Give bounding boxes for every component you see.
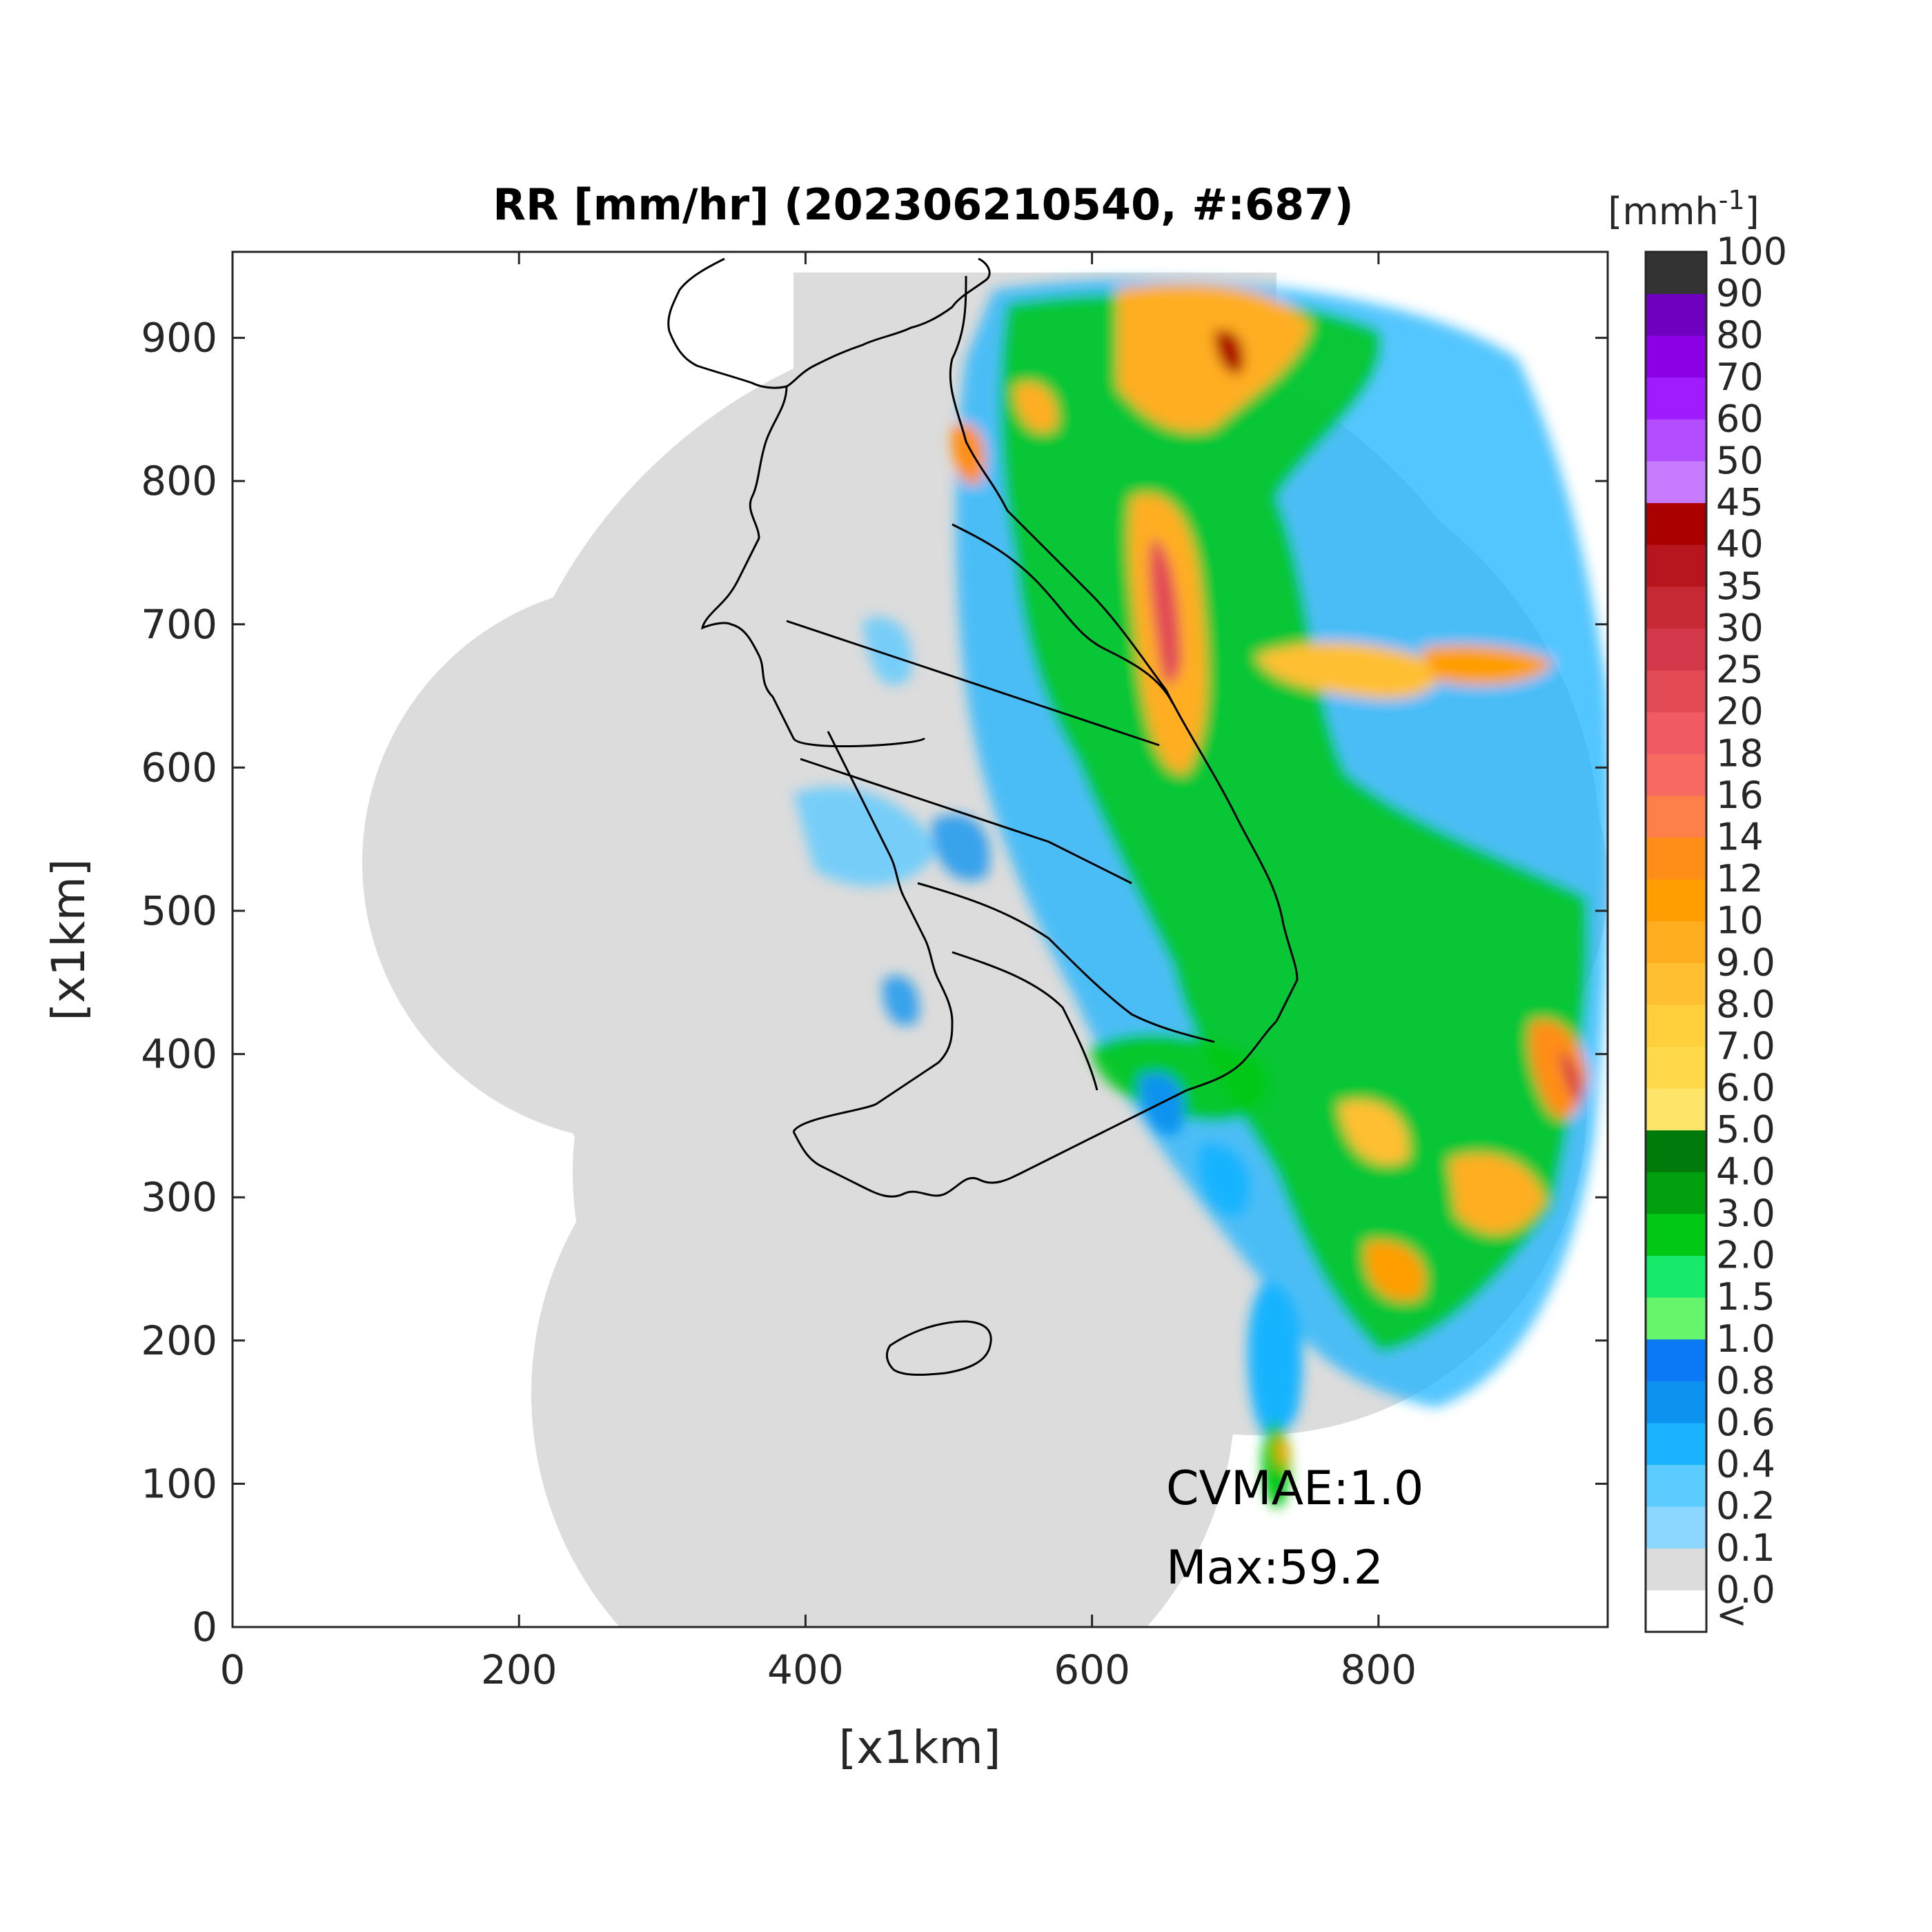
colorbar-label: 6.0 [1716, 1066, 1775, 1110]
colorbar-swatch [1646, 1464, 1706, 1507]
colorbar-label: 80 [1716, 313, 1764, 357]
colorbar-label: 45 [1716, 481, 1764, 524]
colorbar-label: 0.2 [1716, 1484, 1775, 1528]
colorbar-label: 10 [1716, 899, 1764, 943]
colorbar-label: 0.6 [1716, 1401, 1775, 1444]
colorbar-label: 0.8 [1716, 1359, 1775, 1402]
x-tick-label: 800 [1340, 1646, 1417, 1693]
colorbar-label: 12 [1716, 857, 1764, 900]
precip-echoes [793, 279, 1608, 1508]
colorbar-label: 0.0 [1716, 1568, 1775, 1611]
colorbar-swatch [1646, 1297, 1706, 1340]
colorbar-label: 7.0 [1716, 1025, 1775, 1068]
colorbar-label: < [1716, 1593, 1747, 1637]
colorbar-swatch [1646, 1381, 1706, 1423]
colorbar-swatch [1646, 544, 1706, 587]
y-tick-label: 300 [141, 1174, 217, 1221]
x-tick-label: 0 [220, 1646, 246, 1693]
y-tick-label: 600 [141, 744, 217, 791]
colorbar-label: 60 [1716, 397, 1764, 440]
plot-area [233, 252, 1608, 1627]
x-tick-label: 200 [481, 1646, 558, 1693]
colorbar-swatch [1646, 1004, 1706, 1047]
colorbar-swatch [1646, 293, 1706, 336]
y-axis-label: [x1km] [42, 858, 95, 1021]
colorbar-swatch [1646, 753, 1706, 796]
colorbar-label: 2.0 [1716, 1234, 1775, 1277]
colorbar-label: 35 [1716, 564, 1764, 608]
colorbar-swatch [1646, 1213, 1706, 1256]
colorbar-unit: [mmh-1] [1608, 185, 1759, 233]
x-axis-ticks: 0 200 400 600 800 [220, 252, 1417, 1693]
colorbar-swatch [1646, 1506, 1706, 1549]
colorbar-label: 16 [1716, 773, 1764, 817]
colorbar-swatch [1646, 377, 1706, 420]
colorbar-swatch [1646, 628, 1706, 671]
x-tick-label: 600 [1054, 1646, 1130, 1693]
colorbar-label: 40 [1716, 522, 1764, 566]
colorbar-swatch [1646, 1130, 1706, 1172]
colorbar-swatch [1646, 419, 1706, 462]
colorbar-label: 3.0 [1716, 1192, 1775, 1235]
y-tick-label: 800 [141, 457, 217, 504]
y-tick-label: 0 [192, 1604, 217, 1650]
colorbar-swatch [1646, 1255, 1706, 1298]
colorbar-swatch [1646, 837, 1706, 880]
colorbar-swatch [1646, 1046, 1706, 1089]
chart-title: RR [mm/hr] (202306210540, #:687) [493, 179, 1354, 230]
y-tick-label: 700 [141, 601, 217, 648]
colorbar-label: 30 [1716, 606, 1764, 649]
colorbar-label: 25 [1716, 648, 1764, 691]
colorbar-swatch [1646, 879, 1706, 922]
colorbar-frame [1644, 250, 1708, 1633]
colorbar-swatch [1646, 461, 1706, 504]
colorbar-label: 8.0 [1716, 983, 1775, 1026]
y-tick-label: 200 [141, 1317, 217, 1364]
colorbar-swatch [1646, 1339, 1706, 1381]
x-tick-label: 400 [767, 1646, 844, 1693]
colorbar-swatch [1646, 252, 1706, 295]
colorbar-label: 9.0 [1716, 940, 1775, 984]
colorbar-label: 70 [1716, 355, 1764, 399]
colorbar-label: 1.0 [1716, 1317, 1775, 1361]
cvmae-annotation: CVMAE:1.0 [1166, 1461, 1423, 1516]
colorbar-swatch [1646, 1088, 1706, 1131]
coastlines [667, 257, 1299, 1376]
colorbar-label: 1.5 [1716, 1275, 1775, 1319]
colorbar-label: 0.4 [1716, 1443, 1775, 1486]
colorbar-swatch [1646, 670, 1706, 713]
y-tick-label: 100 [141, 1460, 217, 1507]
colorbar: <0.00.10.20.40.60.81.01.52.03.04.05.06.0… [1644, 230, 1787, 1637]
plot-frame [231, 250, 1609, 1628]
colorbar-swatch [1646, 586, 1706, 629]
y-tick-label: 900 [141, 315, 217, 362]
colorbar-label: 50 [1716, 439, 1764, 482]
y-tick-label: 500 [141, 887, 217, 934]
max-annotation: Max:59.2 [1166, 1541, 1383, 1595]
colorbar-label: 4.0 [1716, 1150, 1775, 1193]
y-tick-label: 400 [141, 1031, 217, 1078]
colorbar-swatch [1646, 1422, 1706, 1466]
colorbar-swatch [1646, 920, 1706, 963]
colorbar-label: 5.0 [1716, 1108, 1775, 1152]
colorbar-swatch [1646, 335, 1706, 378]
colorbar-swatch [1646, 502, 1706, 545]
colorbar-label: 14 [1716, 815, 1764, 858]
colorbar-label: 90 [1716, 272, 1764, 315]
colorbar-swatch [1646, 963, 1706, 1005]
colorbar-label: 0.1 [1716, 1526, 1775, 1570]
y-axis-ticks: 0 100 200 300 400 500 600 700 800 900 [141, 315, 1608, 1650]
colorbar-label: 100 [1716, 230, 1787, 273]
colorbar-swatch [1646, 1590, 1706, 1633]
colorbar-swatch [1646, 1548, 1706, 1590]
x-axis-label: [x1km] [838, 1721, 1000, 1774]
colorbar-label: 18 [1716, 731, 1764, 775]
colorbar-label: 20 [1716, 690, 1764, 733]
colorbar-swatch [1646, 1172, 1706, 1214]
colorbar-swatch [1646, 711, 1706, 754]
colorbar-swatch [1646, 795, 1706, 838]
